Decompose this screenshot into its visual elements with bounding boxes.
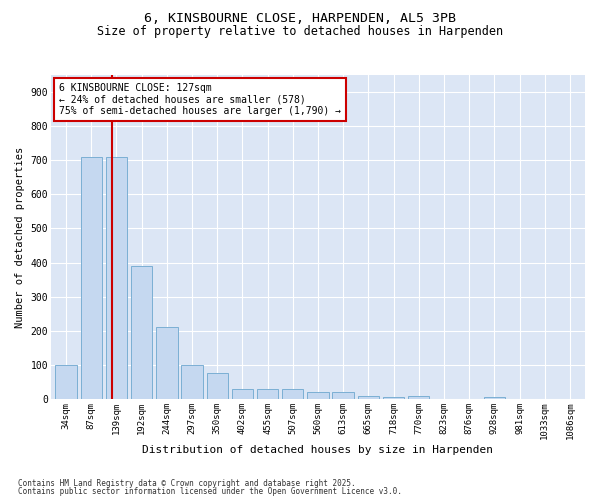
Bar (131, 266, 152, 399)
Bar (106, 157, 127, 399)
Text: Contains public sector information licensed under the Open Government Licence v3: Contains public sector information licen… (18, 487, 402, 496)
Bar (232, 389, 253, 399)
Bar (332, 392, 354, 399)
X-axis label: Distribution of detached houses by size in Harpenden: Distribution of detached houses by size … (142, 445, 493, 455)
Bar (383, 398, 404, 399)
Bar (358, 396, 379, 399)
Bar (55, 365, 77, 399)
Text: 6 KINSBOURNE CLOSE: 127sqm
← 24% of detached houses are smaller (578)
75% of sem: 6 KINSBOURNE CLOSE: 127sqm ← 24% of deta… (59, 83, 341, 116)
Y-axis label: Number of detached properties: Number of detached properties (15, 146, 25, 328)
Bar (206, 374, 228, 399)
Bar (257, 389, 278, 399)
Bar (156, 328, 178, 399)
Bar (181, 365, 203, 399)
Bar (282, 389, 304, 399)
Text: 6, KINSBOURNE CLOSE, HARPENDEN, AL5 3PB: 6, KINSBOURNE CLOSE, HARPENDEN, AL5 3PB (144, 12, 456, 26)
Text: Contains HM Land Registry data © Crown copyright and database right 2025.: Contains HM Land Registry data © Crown c… (18, 478, 356, 488)
Bar (408, 396, 430, 399)
Bar (80, 157, 102, 399)
Bar (307, 392, 329, 399)
Text: Size of property relative to detached houses in Harpenden: Size of property relative to detached ho… (97, 25, 503, 38)
Bar (484, 398, 505, 399)
